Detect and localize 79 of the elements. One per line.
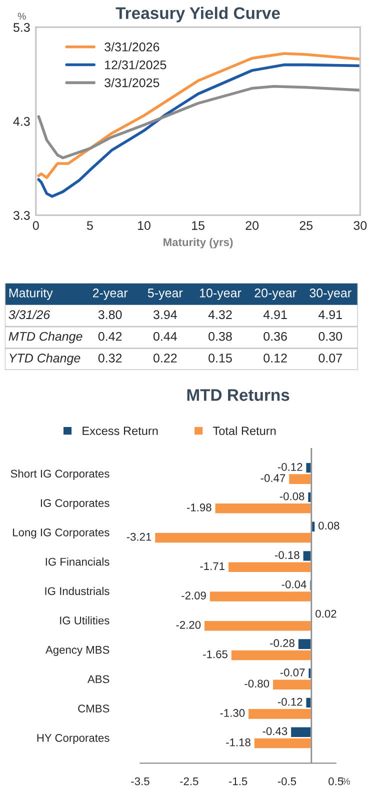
category-label: YTD Change bbox=[10, 353, 80, 365]
legend-label: 3/31/2025 bbox=[104, 78, 160, 88]
text: 0.12 bbox=[264, 354, 287, 363]
x-tick-label: 5 bbox=[86, 221, 93, 230]
y-tick-label: Agency MBS bbox=[45, 646, 110, 656]
y-tick-label: IG Utilities bbox=[60, 616, 110, 624]
x-tick-label: -3.5 bbox=[131, 777, 150, 786]
legend-label: 3/31/2026 bbox=[104, 42, 160, 52]
x-tick-label: 0.5 bbox=[328, 777, 344, 786]
y-tick-label: IG Corporates bbox=[40, 499, 110, 510]
data-label: -0.28 bbox=[270, 639, 294, 648]
y-tick-label: Long IG Corporates bbox=[13, 528, 110, 539]
data-label: 0.08 bbox=[318, 522, 340, 530]
category-label: 20-year bbox=[254, 288, 296, 300]
y-tick-label: 3.3 bbox=[13, 211, 30, 220]
x-tick-label: -1.5 bbox=[228, 777, 248, 786]
data-label: -0.80 bbox=[244, 680, 270, 688]
data-label: 0.02 bbox=[316, 610, 336, 618]
x-axis-title: Maturity (yrs) bbox=[164, 238, 233, 248]
data-label: -2.09 bbox=[182, 592, 206, 600]
y-tick-label: IG Financials bbox=[46, 558, 110, 566]
text: 0.36 bbox=[264, 332, 287, 341]
data-label: -0.47 bbox=[260, 474, 286, 482]
data-label: -3.21 bbox=[126, 532, 152, 541]
y-tick-label: ABS bbox=[87, 675, 110, 684]
category-label: 10-year bbox=[200, 288, 242, 300]
legend-label: Total Return bbox=[213, 426, 276, 436]
x-tick-label: 20 bbox=[246, 221, 259, 230]
text: 0.42 bbox=[98, 332, 122, 341]
category-label: 3/31/26 bbox=[8, 310, 50, 320]
x-tick-label: 25 bbox=[300, 221, 313, 230]
y-tick-label: IG Industrials bbox=[45, 586, 110, 596]
data-label: -0.07 bbox=[280, 668, 305, 676]
data-label: -0.04 bbox=[282, 580, 306, 588]
data-label: -1.98 bbox=[186, 504, 212, 512]
text: 4.91 bbox=[318, 310, 342, 320]
text: 0.44 bbox=[153, 332, 177, 341]
x-tick-label: 10 bbox=[138, 221, 150, 230]
chart-title: Treasury Yield Curve bbox=[116, 6, 280, 22]
data-label: -1.71 bbox=[200, 562, 224, 570]
y-axis-title: % bbox=[18, 12, 26, 20]
data-label: -1.65 bbox=[203, 650, 228, 658]
x-tick-label: 15 bbox=[192, 221, 204, 230]
text: 0.32 bbox=[98, 354, 122, 363]
category-label: 5-year bbox=[148, 288, 183, 300]
text: 0.15 bbox=[208, 354, 232, 363]
y-tick-label: HY Corporates bbox=[37, 734, 110, 744]
x-tick-label: 30 bbox=[354, 221, 367, 230]
data-label: -1.30 bbox=[220, 709, 245, 717]
category-label: MTD Change bbox=[8, 332, 82, 344]
legend-label: 12/31/2025 bbox=[105, 60, 166, 70]
x-tick-label: 0 bbox=[32, 221, 39, 230]
text: 3.94 bbox=[153, 310, 177, 320]
chart-title: MTD Returns bbox=[187, 389, 290, 401]
y-tick-label: 4.3 bbox=[13, 117, 30, 126]
data-label: -0.08 bbox=[280, 492, 304, 500]
data-label: -0.43 bbox=[262, 727, 288, 736]
data-label: -0.18 bbox=[274, 551, 300, 559]
x-axis-title: % bbox=[342, 778, 350, 785]
text: 0.22 bbox=[153, 354, 177, 363]
y-tick-label: 5.3 bbox=[13, 23, 30, 32]
text: 3.80 bbox=[98, 310, 122, 320]
text: 4.91 bbox=[263, 310, 287, 320]
category-label: 2-year bbox=[92, 288, 128, 300]
data-label: -0.12 bbox=[278, 463, 302, 471]
data-label: -2.20 bbox=[176, 620, 201, 629]
category-label: 30-year bbox=[310, 288, 352, 300]
text: 0.38 bbox=[208, 332, 232, 341]
text: 4.32 bbox=[208, 310, 232, 320]
legend-label: Excess Return bbox=[82, 426, 158, 436]
category-label: Maturity bbox=[9, 288, 53, 300]
y-tick-label: Short IG Corporates bbox=[10, 469, 110, 480]
text: 0.07 bbox=[318, 354, 342, 363]
data-label: -0.12 bbox=[278, 698, 302, 706]
data-label: -1.18 bbox=[226, 738, 250, 746]
y-tick-label: CMBS bbox=[78, 704, 110, 712]
x-tick-label: -2.5 bbox=[180, 777, 198, 786]
x-tick-label: -0.5 bbox=[278, 777, 296, 786]
text: 0.30 bbox=[318, 332, 342, 341]
